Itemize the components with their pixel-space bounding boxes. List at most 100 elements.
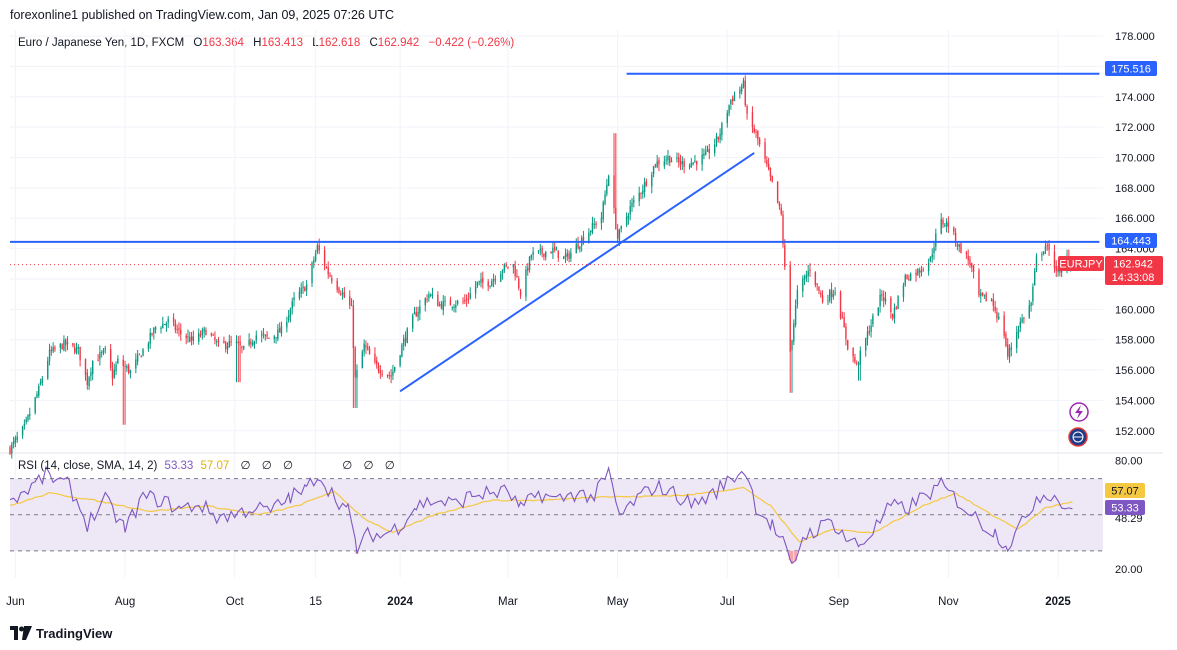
badge-last-price: EURJPY 162.942 14:33:08 bbox=[1058, 256, 1163, 285]
candle-body bbox=[545, 251, 547, 258]
candle-body bbox=[705, 151, 707, 155]
candle-body bbox=[807, 270, 809, 276]
candle-body bbox=[708, 149, 711, 154]
candle-body bbox=[996, 311, 998, 319]
candle-body bbox=[519, 289, 522, 296]
rsi-pane[interactable] bbox=[9, 465, 1103, 565]
candle-body bbox=[514, 265, 516, 276]
rsi-empty-5: ∅ bbox=[363, 460, 373, 472]
candle-body bbox=[868, 330, 870, 333]
candle-body bbox=[253, 341, 256, 345]
candle-body bbox=[415, 311, 417, 317]
candle-body bbox=[591, 222, 594, 233]
open-label: O bbox=[193, 37, 202, 49]
candle-body bbox=[550, 251, 552, 254]
price-tick-label: 154.000 bbox=[1115, 395, 1155, 407]
candle-body bbox=[717, 136, 719, 140]
candle-body bbox=[789, 265, 791, 352]
symbol-legend: Euro / Japanese Yen, 1D, FXCM O163.364 H… bbox=[18, 37, 514, 49]
candle-body bbox=[138, 353, 141, 355]
candle-body bbox=[758, 139, 761, 145]
lightning-icon[interactable] bbox=[1069, 402, 1089, 422]
candle-body bbox=[902, 285, 905, 298]
candle-body bbox=[893, 308, 896, 319]
candle-body bbox=[491, 281, 493, 287]
time-tick-label: 2025 bbox=[1045, 596, 1071, 608]
candle-body bbox=[1019, 321, 1022, 328]
candle-body bbox=[341, 293, 344, 295]
candle-body bbox=[456, 300, 459, 304]
candle-body bbox=[944, 225, 946, 227]
candle-body bbox=[482, 277, 484, 283]
svg-text:175.516: 175.516 bbox=[1111, 64, 1151, 76]
price-tick-label: 168.000 bbox=[1115, 183, 1155, 195]
candle-body bbox=[575, 244, 577, 254]
close-value: 162.942 bbox=[378, 37, 420, 49]
candle-body bbox=[113, 369, 115, 378]
candle-body bbox=[829, 290, 831, 301]
candle-body bbox=[492, 279, 495, 282]
candle-body bbox=[1003, 315, 1005, 336]
candle-body bbox=[793, 323, 795, 342]
candle-body bbox=[275, 337, 277, 339]
rsi-empty-3: ∅ bbox=[283, 460, 293, 472]
price-pane[interactable] bbox=[0, 30, 1163, 578]
candle-body bbox=[845, 326, 847, 340]
candle-body bbox=[462, 301, 464, 303]
candle-body bbox=[413, 312, 416, 315]
candle-body bbox=[305, 284, 308, 291]
candle-body bbox=[424, 298, 426, 306]
candle-body bbox=[109, 348, 112, 368]
candle-body bbox=[983, 294, 986, 296]
candle-body bbox=[978, 270, 980, 296]
candle-body bbox=[953, 227, 955, 232]
candle-body bbox=[192, 336, 195, 341]
high-value: 163.413 bbox=[261, 37, 303, 49]
candle-body bbox=[1017, 328, 1020, 333]
candle-body bbox=[642, 190, 644, 194]
candle-body bbox=[74, 347, 76, 353]
candle-body bbox=[872, 315, 874, 325]
candle-body bbox=[127, 365, 130, 373]
open-value: 163.364 bbox=[202, 37, 244, 49]
candle-body bbox=[1008, 348, 1011, 358]
candle-body bbox=[764, 142, 766, 160]
candle-body bbox=[958, 243, 960, 247]
candle-body bbox=[266, 334, 268, 337]
candle-body bbox=[474, 286, 477, 294]
candle-body bbox=[516, 275, 518, 278]
svg-text:53.33: 53.33 bbox=[1111, 503, 1139, 515]
trend-line[interactable] bbox=[399, 152, 755, 393]
candle-body bbox=[656, 161, 658, 168]
candle-body bbox=[147, 343, 150, 349]
candle-body bbox=[401, 344, 403, 357]
candle-body bbox=[77, 346, 80, 349]
candle-body bbox=[72, 343, 74, 346]
candle-body bbox=[50, 349, 53, 351]
candle-body bbox=[59, 343, 62, 348]
rsi-empty-1: ∅ bbox=[241, 460, 251, 472]
candle-body bbox=[338, 288, 340, 293]
rsi-tick-label: 20.00 bbox=[1115, 564, 1143, 576]
candle-body bbox=[66, 342, 69, 344]
candle-body bbox=[1010, 347, 1013, 350]
candle-body bbox=[809, 269, 811, 272]
candle-body bbox=[767, 163, 770, 169]
globe-icon[interactable] bbox=[1068, 427, 1088, 447]
candle-body bbox=[985, 293, 987, 302]
candle-body bbox=[255, 335, 257, 341]
candle-body bbox=[467, 298, 470, 300]
candle-body bbox=[199, 334, 202, 337]
candle-body bbox=[620, 226, 622, 230]
candle-body bbox=[780, 207, 782, 214]
candle-body bbox=[406, 328, 408, 343]
candle-body bbox=[84, 358, 87, 375]
tradingview-logo[interactable]: TradingView bbox=[10, 624, 112, 642]
svg-text:57.07: 57.07 bbox=[1111, 486, 1139, 498]
candle-body bbox=[399, 355, 401, 366]
candle-body bbox=[604, 194, 606, 204]
candle-body bbox=[554, 246, 556, 250]
candle-body bbox=[1059, 269, 1061, 273]
candle-body bbox=[832, 293, 835, 297]
candle-body bbox=[731, 98, 734, 101]
